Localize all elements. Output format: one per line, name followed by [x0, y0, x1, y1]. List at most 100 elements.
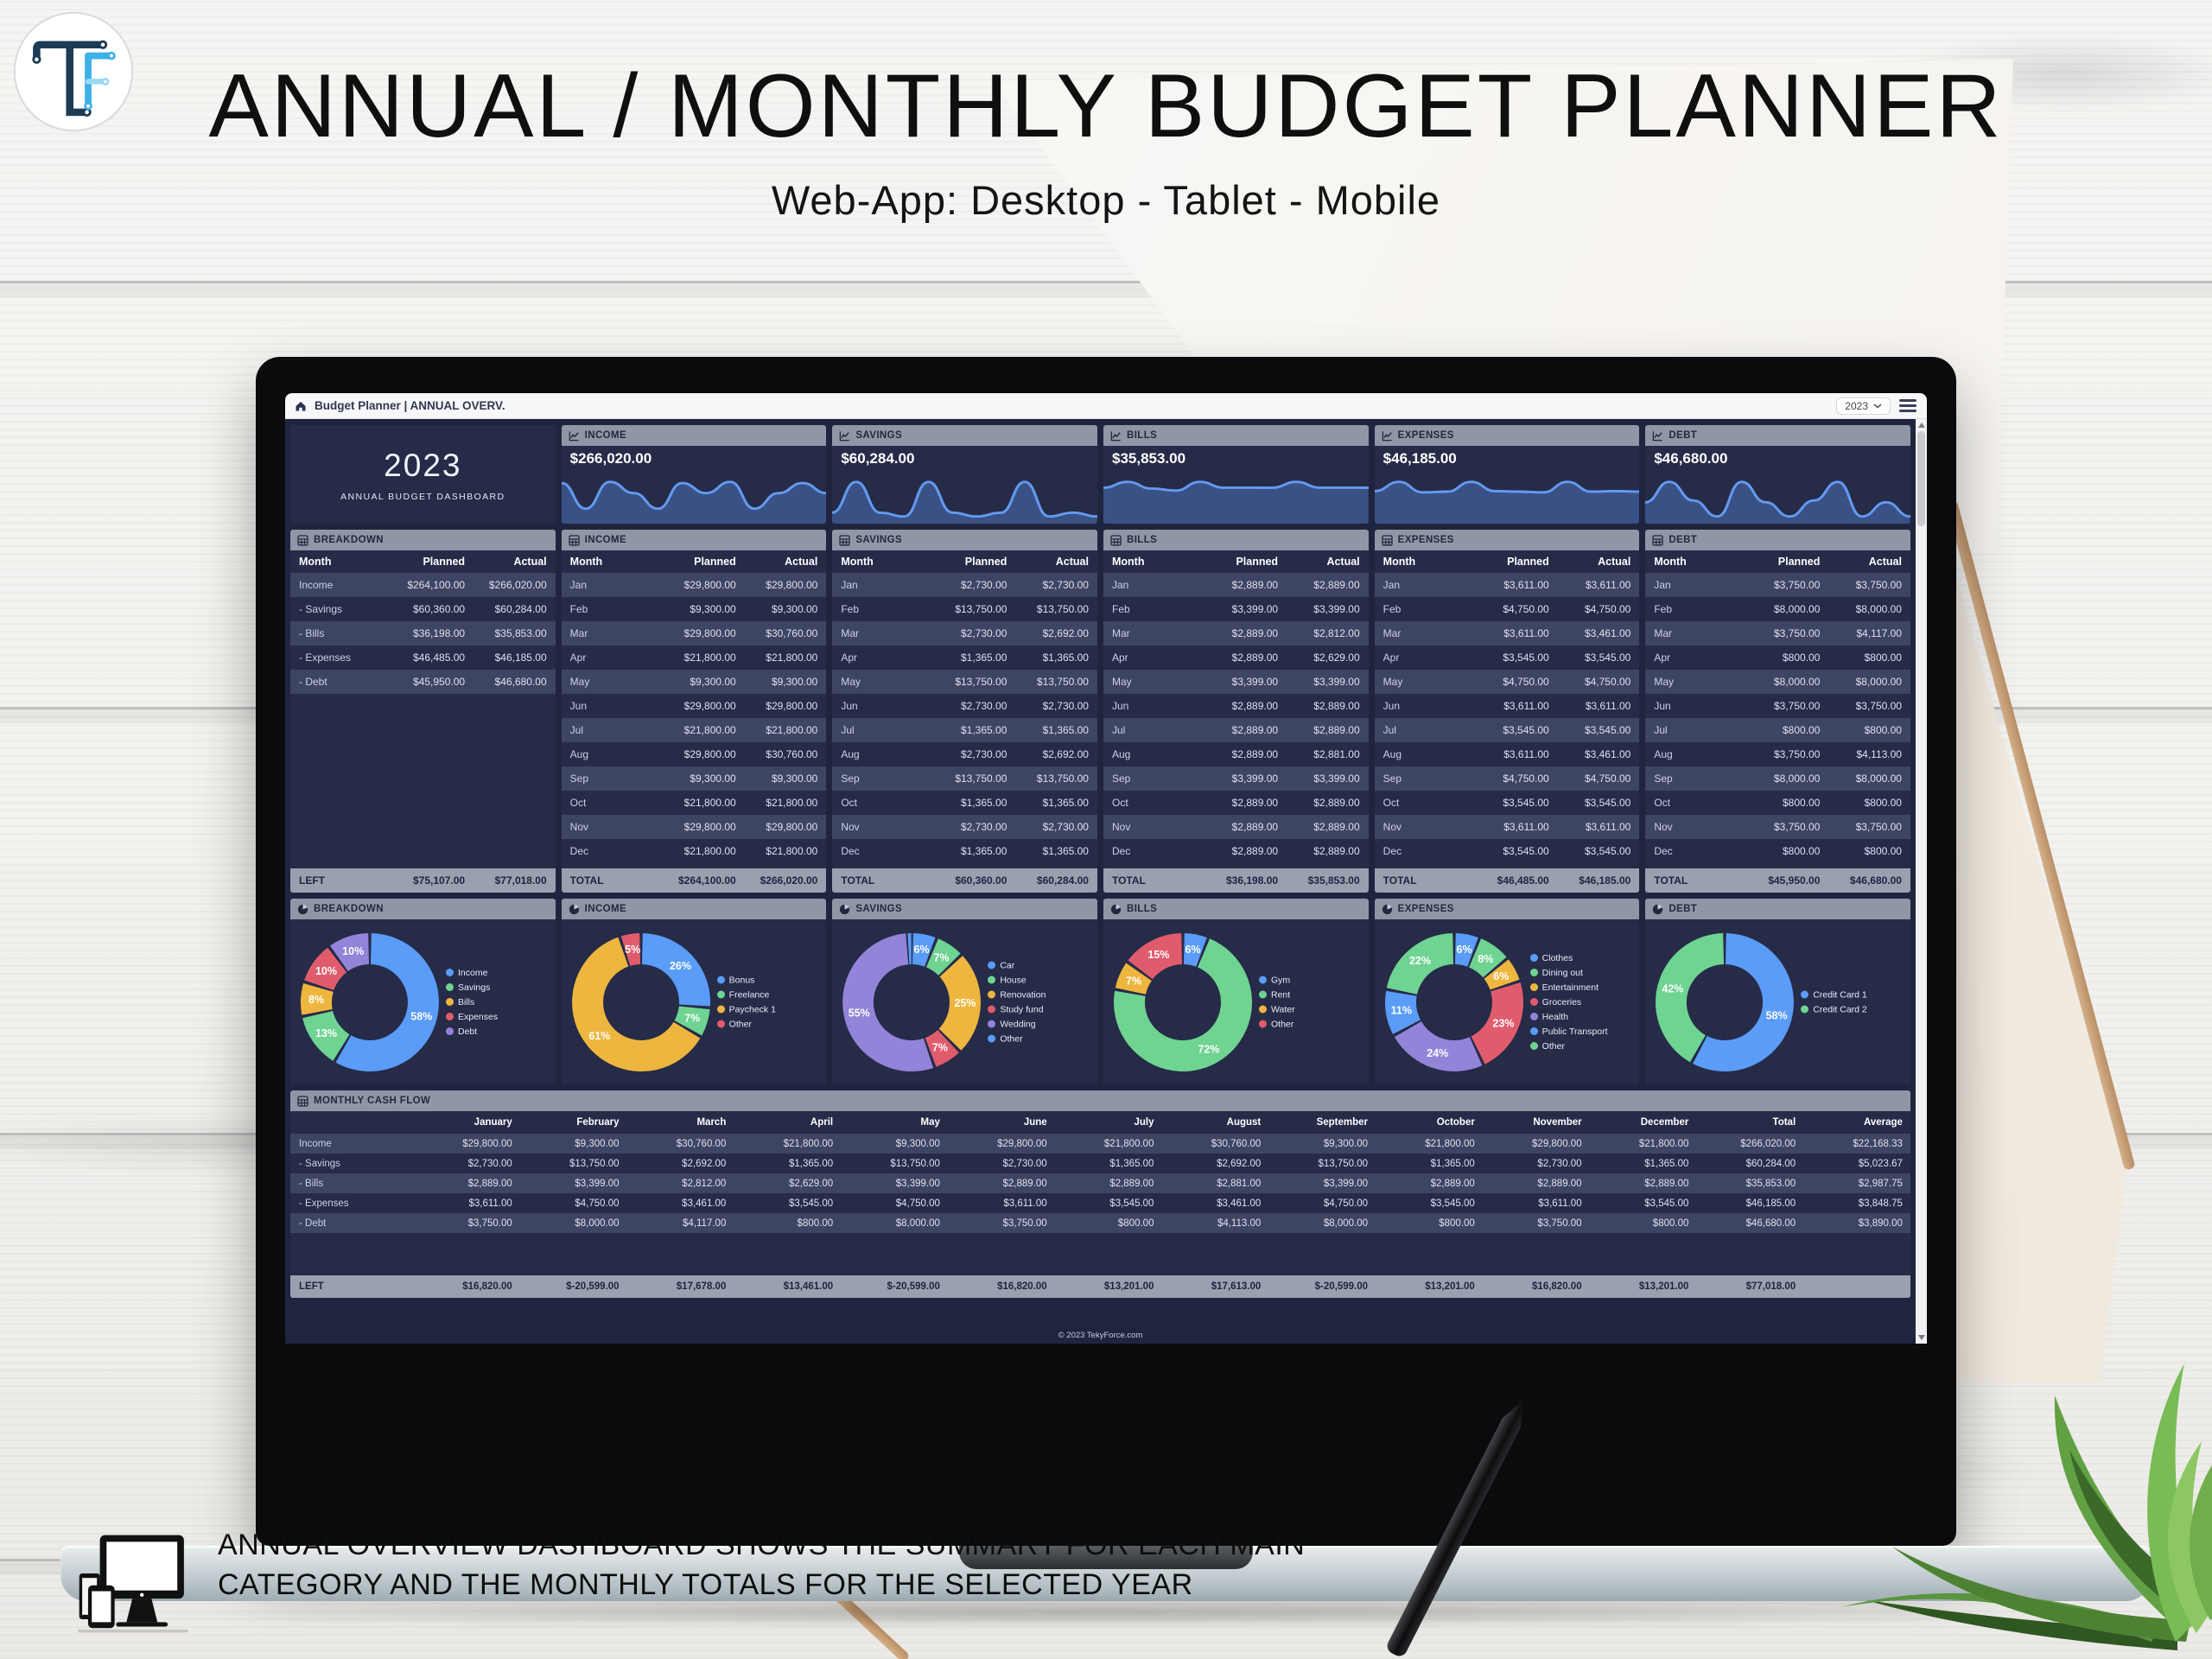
- total-row: TOTAL $264,100.00 $266,020.00: [561, 868, 827, 893]
- row-value: $266,020.00: [1740, 1138, 1796, 1149]
- table-row: Oct $21,800.00 $21,800.00: [562, 791, 827, 815]
- kpi-value: $60,284.00: [841, 450, 915, 467]
- table-row: - Bills $36,198.00 $35,853.00: [290, 621, 556, 645]
- svg-text:15%: 15%: [1147, 948, 1169, 960]
- total-label: TOTAL: [1382, 874, 1417, 887]
- row-label: Nov: [1382, 821, 1402, 833]
- row-label: Feb: [1654, 603, 1673, 615]
- legend-dot: [1258, 1005, 1267, 1014]
- row-value: $1,365.00: [1042, 724, 1089, 736]
- row-value: $2,889.00: [1231, 845, 1279, 857]
- row-label: Jul: [569, 724, 583, 736]
- year-selector[interactable]: 2023: [1836, 397, 1891, 415]
- legend-item: Income: [446, 968, 498, 978]
- home-icon[interactable]: [294, 399, 308, 413]
- legend-label: Bonus: [728, 975, 755, 985]
- row-label: Dec: [569, 845, 588, 857]
- legend-dot: [1529, 1013, 1538, 1020]
- donut-header: BILLS: [1103, 899, 1369, 919]
- row-value: $3,611.00: [1538, 1198, 1582, 1209]
- table-header: SAVINGS: [832, 530, 1097, 550]
- row-value: $3,848.75: [1858, 1198, 1903, 1209]
- row-value: $2,730.00: [961, 700, 1007, 712]
- table-row: Dec $2,889.00 $2,889.00: [1103, 839, 1369, 863]
- donut-panel-savings: SAVINGS 6% 7% 25% 7% 55% Car House Renovation Stu…: [832, 899, 1097, 1084]
- row-value: $2,881.00: [1217, 1178, 1262, 1189]
- legend-label: Car: [1000, 960, 1015, 970]
- table-row: - Debt $45,950.00 $46,680.00: [290, 670, 556, 694]
- total-value: $-20,599.00: [887, 1281, 940, 1292]
- svg-text:13%: 13%: [315, 1027, 337, 1039]
- scroll-up-button[interactable]: [1917, 423, 1925, 428]
- row-value: $21,800.00: [683, 797, 736, 809]
- kpi-value: $46,680.00: [1654, 450, 1728, 467]
- legend-label: Groceries: [1541, 996, 1582, 1007]
- legend-dot: [988, 961, 996, 969]
- row-value: $2,730.00: [961, 821, 1007, 833]
- row-value: $1,365.00: [1042, 797, 1089, 809]
- legend-label: Entertainment: [1541, 982, 1599, 993]
- table-row: Sep $4,750.00 $4,750.00: [1374, 766, 1640, 791]
- tables-row: BREAKDOWN Month Planned Actual Income $264,10…: [290, 530, 1910, 893]
- legend-label: Other: [1000, 1033, 1023, 1044]
- row-value: $3,611.00: [1503, 821, 1549, 833]
- legend-label: Income: [458, 967, 488, 978]
- table-row: Feb $4,750.00 $4,750.00: [1375, 597, 1640, 621]
- legend-dot: [988, 1020, 996, 1028]
- legend-label: Bills: [458, 996, 475, 1007]
- legend-label: Renovation: [1000, 989, 1046, 1000]
- section-title: BREAKDOWN: [314, 535, 384, 545]
- row-value: $13,750.00: [1036, 676, 1089, 688]
- donut-header: EXPENSES: [1374, 899, 1640, 919]
- legend-dot: [1258, 990, 1267, 999]
- donut-panel-income: INCOME 26% 7% 61% 5% Bonus Freelance Paycheck 1…: [561, 899, 827, 1084]
- row-value: $29,800.00: [997, 1138, 1047, 1149]
- row-value: $60,284.00: [494, 603, 547, 615]
- row-value: $9,300.00: [690, 772, 736, 785]
- svg-text:72%: 72%: [1198, 1043, 1219, 1055]
- row-value: $2,889.00: [1231, 700, 1279, 712]
- scrollbar[interactable]: [1916, 419, 1927, 1344]
- row-value: $2,889.00: [1313, 797, 1360, 809]
- donut-header: INCOME: [561, 899, 827, 919]
- row-value: $3,611.00: [1585, 821, 1631, 833]
- row-label: Dec: [841, 845, 860, 857]
- column-header: Actual: [1326, 556, 1360, 568]
- row-value: $4,750.00: [1503, 603, 1549, 615]
- table-row: May $4,750.00 $4,750.00: [1374, 670, 1640, 694]
- legend-item: Water: [1258, 1004, 1295, 1014]
- table-row: May $8,000.00 $8,000.00: [1645, 670, 1910, 694]
- table-row: Jan $2,730.00 $2,730.00: [832, 573, 1097, 597]
- sparkline-chart: [1103, 475, 1369, 524]
- legend-item: Bills: [446, 997, 498, 1007]
- table-header: EXPENSES: [1374, 530, 1640, 550]
- scroll-down-button[interactable]: [1917, 1335, 1925, 1340]
- row-label: Jun: [841, 700, 858, 712]
- row-value: $9,300.00: [771, 603, 818, 615]
- table-row: Mar $2,730.00 $2,692.00: [832, 621, 1097, 645]
- svg-text:6%: 6%: [1456, 944, 1471, 956]
- plant: [1840, 1363, 2212, 1650]
- row-label: Nov: [569, 821, 588, 833]
- row-value: $2,889.00: [1231, 579, 1279, 591]
- legend-label: Credit Card 1: [1813, 989, 1867, 1000]
- menu-button[interactable]: [1897, 397, 1918, 413]
- row-label: Mar: [1382, 627, 1402, 639]
- legend-item: Health: [1529, 1012, 1608, 1022]
- row-label: May: [1111, 676, 1132, 688]
- laptop-shadow: [112, 1600, 2100, 1624]
- total-value: $60,284.00: [1036, 874, 1089, 887]
- legend-label: Other: [728, 1019, 752, 1029]
- svg-text:25%: 25%: [955, 997, 976, 1009]
- table-row: Feb $8,000.00 $8,000.00: [1645, 597, 1910, 621]
- section-title: EXPENSES: [1397, 535, 1454, 545]
- total-row: TOTAL $60,360.00 $60,284.00: [832, 868, 1097, 893]
- total-row: TOTAL $45,950.00 $46,680.00: [1645, 868, 1910, 893]
- legend-item: Rent: [1258, 989, 1295, 1000]
- table-row: Nov $29,800.00 $29,800.00: [561, 815, 827, 839]
- chevron-down-icon: [1873, 403, 1882, 409]
- laptop-notch: [959, 1546, 1253, 1569]
- svg-text:58%: 58%: [1766, 1009, 1788, 1021]
- legend-label: Clothes: [1541, 952, 1573, 963]
- scrollbar-thumb[interactable]: [1917, 431, 1925, 526]
